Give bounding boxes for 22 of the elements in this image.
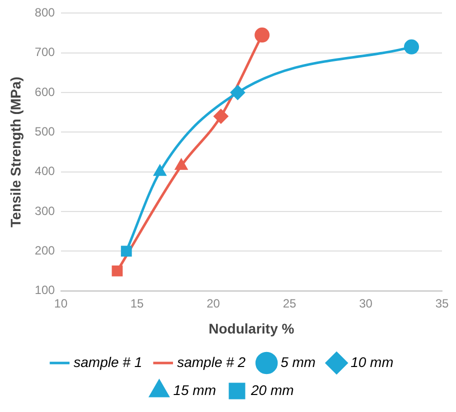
x-tick-label: 15 bbox=[130, 296, 144, 310]
y-axis-title: Tensile Strength (MPa) bbox=[7, 76, 24, 228]
legend-label: 10 mm bbox=[350, 354, 394, 370]
y-tick-label: 400 bbox=[34, 164, 56, 178]
x-tick-label: 25 bbox=[282, 296, 297, 310]
x-tick-label: 35 bbox=[435, 296, 449, 310]
x-tick-label: 30 bbox=[359, 296, 373, 310]
x-tick-label: 10 bbox=[54, 296, 68, 310]
y-tick-label: 500 bbox=[34, 124, 56, 138]
legend-label: sample # 1 bbox=[74, 354, 142, 370]
legend-label: 15 mm bbox=[173, 382, 216, 398]
y-tick-label: 200 bbox=[34, 243, 56, 258]
y-tick-label: 100 bbox=[34, 283, 56, 298]
legend-label: sample # 2 bbox=[177, 354, 246, 370]
y-tick-label: 800 bbox=[34, 6, 56, 20]
x-tick-label: 20 bbox=[206, 296, 220, 310]
y-tick-label: 300 bbox=[34, 204, 56, 218]
x-axis-title: Nodularity % bbox=[208, 320, 295, 336]
y-tick-label: 700 bbox=[34, 45, 56, 60]
y-tick-label: 600 bbox=[34, 84, 56, 99]
legend-label: 20 mm bbox=[250, 382, 294, 398]
legend-label: 5 mm bbox=[280, 354, 316, 370]
